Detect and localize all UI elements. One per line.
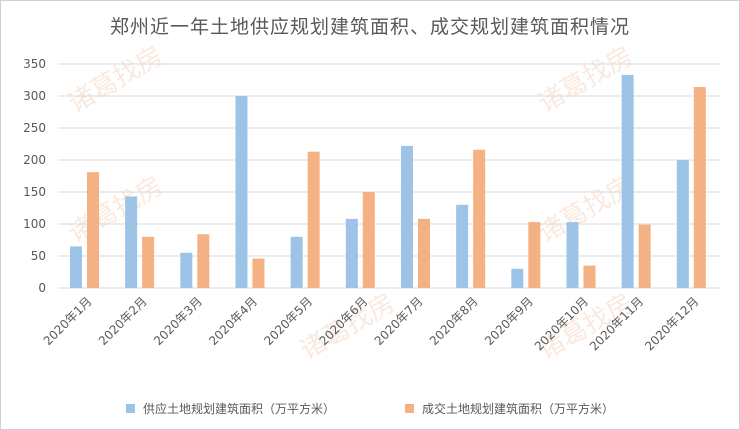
bar-s0-6 <box>400 145 413 288</box>
legend-label-supply: 供应土地规划建筑面积（万平方米） <box>142 402 335 416</box>
x-tick-label: 2020年1月 <box>41 294 95 348</box>
bar-s1-6 <box>417 218 430 288</box>
bar-s1-4 <box>307 151 320 288</box>
bar-s0-0 <box>69 246 82 288</box>
x-tick-label: 2020年8月 <box>427 294 481 348</box>
bar-s0-11 <box>676 160 689 288</box>
bar-s1-2 <box>197 234 210 288</box>
x-tick-label: 2020年2月 <box>96 294 150 348</box>
legend: 供应土地规划建筑面积（万平方米） 成交土地规划建筑面积（万平方米） <box>0 400 740 417</box>
y-tick-label: 100 <box>23 217 46 231</box>
bar-s1-0 <box>86 172 99 288</box>
bar-s0-8 <box>511 268 524 288</box>
chart-title: 郑州近一年土地供应规划建筑面积、成交规划建筑面积情况 <box>109 16 630 38</box>
legend-swatch-deal <box>405 404 414 413</box>
bar-s0-3 <box>235 96 248 288</box>
watermark-0: 诸葛找房 <box>63 41 168 119</box>
x-tick-label: 2020年12月 <box>642 294 701 353</box>
y-tick-label: 350 <box>23 57 46 71</box>
legend-label-deal: 成交土地规划建筑面积（万平方米） <box>422 402 615 416</box>
bar-s0-2 <box>180 252 193 288</box>
legend-swatch-supply <box>125 404 135 413</box>
bar-s1-8 <box>528 222 541 288</box>
y-tick-label: 150 <box>23 185 46 199</box>
bar-s0-5 <box>345 218 358 288</box>
x-tick-label: 2020年3月 <box>151 294 205 348</box>
y-tick-label: 0 <box>38 281 46 295</box>
legend-item-deal: 成交土地规划建筑面积（万平方米） <box>405 400 614 417</box>
bar-s1-5 <box>362 192 375 288</box>
bar-s1-3 <box>252 258 265 288</box>
y-tick-label: 300 <box>23 89 46 103</box>
bar-s1-9 <box>583 265 596 288</box>
y-tick-label: 50 <box>31 249 46 263</box>
bar-s0-4 <box>290 236 303 288</box>
bar-s1-11 <box>693 87 706 288</box>
legend-item-supply: 供应土地规划建筑面积（万平方米） <box>125 400 335 417</box>
bar-s0-9 <box>566 222 579 288</box>
bar-s0-1 <box>125 196 138 288</box>
bar-s0-7 <box>456 204 469 288</box>
x-tick-label: 2020年9月 <box>482 294 536 348</box>
y-tick-label: 250 <box>23 121 46 135</box>
bar-s1-1 <box>142 236 155 288</box>
x-tick-label: 2020年4月 <box>206 294 260 348</box>
bar-s1-10 <box>638 224 651 288</box>
bar-s1-7 <box>473 149 486 288</box>
y-tick-label: 200 <box>23 153 46 167</box>
bar-s0-10 <box>621 74 634 288</box>
